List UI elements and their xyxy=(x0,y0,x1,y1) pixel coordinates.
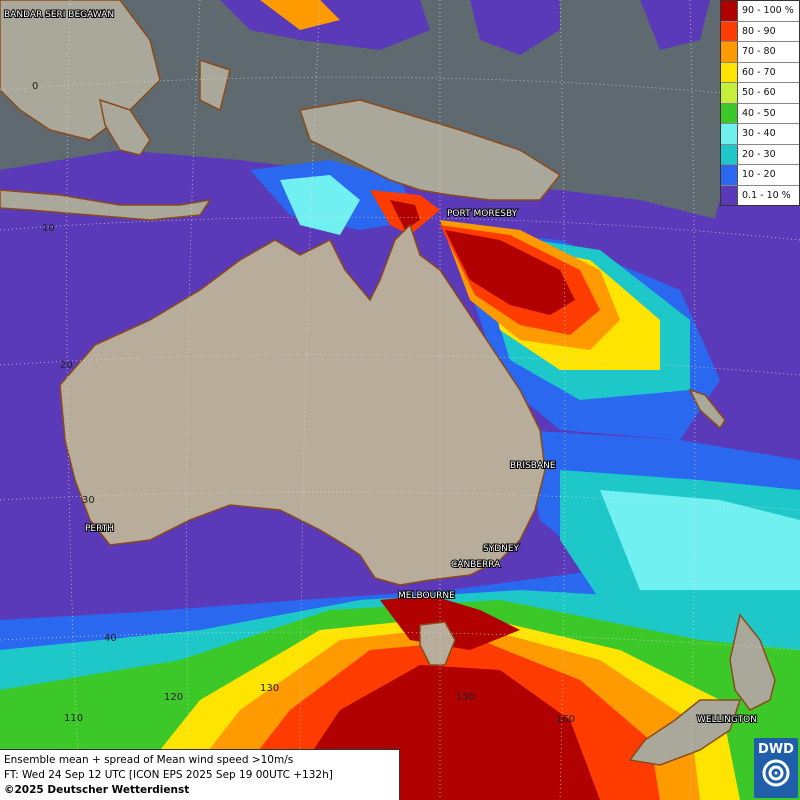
info-forecast-time: FT: Wed 24 Sep 12 UTC [ICON EPS 2025 Sep… xyxy=(4,769,333,781)
city-label-bandar-seri-begawan: BANDAR SERI BEGAWAN xyxy=(4,10,114,20)
legend-swatch xyxy=(721,124,738,144)
lon-label: 110 xyxy=(64,713,83,724)
lon-labels: 110 120 130 150 160 xyxy=(64,683,575,725)
lat-label: 40 xyxy=(104,633,117,644)
legend-entry: 90 - 100 % xyxy=(721,1,799,22)
city-label-melbourne: MELBOURNE xyxy=(398,591,455,601)
landmass xyxy=(0,0,776,766)
lat-label: 20 xyxy=(60,360,73,371)
lat-label: 10 xyxy=(42,223,55,234)
legend-entry: 40 - 50 xyxy=(721,103,799,124)
legend-label: 30 - 40 xyxy=(742,128,776,140)
dwd-logo-text: DWD xyxy=(758,742,794,757)
info-copyright: ©2025 Deutscher Wetterdienst xyxy=(4,784,190,796)
lat-label: 0 xyxy=(32,81,38,92)
city-label-perth: PERTH xyxy=(85,524,114,534)
legend-swatch xyxy=(721,1,738,21)
legend-label: 90 - 100 % xyxy=(742,5,794,17)
dwd-logo: DWD xyxy=(754,738,798,798)
city-label-sydney: SYDNEY xyxy=(483,544,520,554)
legend-label: 60 - 70 xyxy=(742,66,776,78)
legend-swatch xyxy=(721,21,738,41)
legend-entry: 0.1 - 10 % xyxy=(721,185,799,205)
legend-label: 40 - 50 xyxy=(742,107,776,119)
city-label-brisbane: BRISBANE xyxy=(510,461,556,471)
legend-entry: 50 - 60 xyxy=(721,83,799,104)
legend-label: 70 - 80 xyxy=(742,46,776,58)
lon-label: 150 xyxy=(456,692,475,703)
legend-entry: 80 - 90 xyxy=(721,21,799,42)
legend-entry: 70 - 80 xyxy=(721,42,799,63)
lon-label: 130 xyxy=(260,683,279,694)
dwd-swirl-icon xyxy=(762,759,790,787)
city-label-port-moresby: PORT MORESBY xyxy=(447,209,518,219)
legend-swatch xyxy=(721,83,738,103)
city-labels: BANDAR SERI BEGAWAN PORT MORESBY BRISBAN… xyxy=(3,9,758,726)
lon-label: 160 xyxy=(556,714,575,725)
legend-label: 10 - 20 xyxy=(742,169,776,181)
legend-swatch xyxy=(721,144,738,164)
info-box: Ensemble mean + spread of Mean wind spee… xyxy=(0,749,400,800)
legend-swatch xyxy=(721,103,738,123)
legend-entry: 60 - 70 xyxy=(721,62,799,83)
lat-labels: 0 10 20 30 40 xyxy=(32,81,117,644)
probability-legend: 90 - 100 % 80 - 90 70 - 80 60 - 70 50 - 60 40… xyxy=(720,0,800,206)
info-title: Ensemble mean + spread of Mean wind spee… xyxy=(4,754,294,766)
city-label-canberra: CANBERRA xyxy=(451,560,501,570)
legend-entry: 30 - 40 xyxy=(721,124,799,145)
lat-label: 30 xyxy=(82,495,95,506)
legend-swatch xyxy=(721,42,738,62)
legend-swatch xyxy=(721,62,738,82)
legend-swatch xyxy=(721,185,738,205)
city-label-wellington: WELLINGTON xyxy=(697,715,757,725)
legend-label: 80 - 90 xyxy=(742,25,776,37)
legend-label: 50 - 60 xyxy=(742,87,776,99)
legend-label: 0.1 - 10 % xyxy=(742,189,791,201)
legend-entry: 20 - 30 xyxy=(721,144,799,165)
legend-swatch xyxy=(721,165,738,185)
legend-entry: 10 - 20 xyxy=(721,165,799,186)
legend-label: 20 - 30 xyxy=(742,148,776,160)
lon-label: 120 xyxy=(164,692,183,703)
